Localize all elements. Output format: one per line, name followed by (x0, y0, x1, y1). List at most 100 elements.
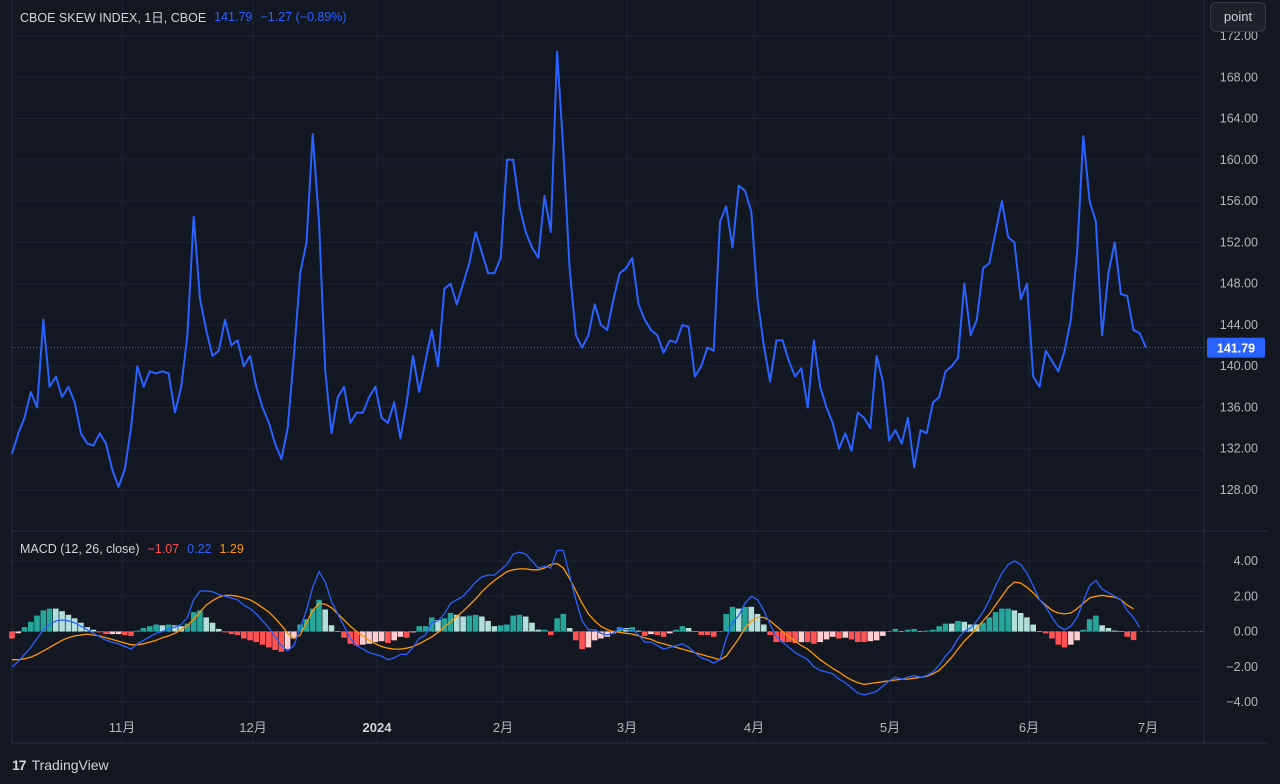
last-price-value: 141.79 (214, 9, 253, 24)
tradingview-logo-icon: 17 (12, 757, 27, 773)
macd-tick-label: −4.00 (1226, 695, 1258, 709)
macd-histogram-bar (366, 631, 372, 644)
macd-histogram-bar (892, 628, 899, 632)
macd-histogram-bar (504, 624, 510, 632)
macd-histogram-bar (1124, 631, 1130, 637)
macd-pane (9, 549, 1204, 696)
macd-histogram-bar (911, 628, 917, 632)
macd-histogram-bar (873, 631, 880, 641)
price-tick-label: 164.00 (1220, 112, 1258, 126)
macd-line (11, 549, 1141, 696)
macd-histogram-bar (522, 616, 529, 632)
macd-histogram-bar (309, 608, 316, 632)
macd-histogram-bar (811, 631, 817, 644)
macd-histogram-bar (247, 631, 253, 641)
macd-histogram-bar (1011, 610, 1018, 632)
time-tick-label: 3月 (617, 720, 637, 735)
brand-label: TradingView (31, 757, 109, 773)
macd-histogram-bar (842, 631, 849, 638)
macd-histogram-bar (159, 625, 166, 632)
macd-tick-label: 2.00 (1234, 589, 1258, 603)
macd-histogram-bar (96, 631, 103, 633)
symbol-title[interactable]: CBOE SKEW INDEX, 1日, CBOE (20, 11, 207, 25)
price-pane: 141.79 (11, 50, 1265, 488)
macd-histogram-bar (591, 631, 598, 641)
macd-tick-label: 4.00 (1234, 554, 1258, 568)
macd-histogram-bar (322, 609, 328, 632)
macd-histogram-bar (1042, 631, 1049, 634)
macd-histogram-bar (71, 618, 78, 632)
macd-histogram-bar (723, 613, 729, 632)
macd-histogram-bar (642, 631, 648, 636)
signal-line (12, 562, 1134, 686)
macd-histogram-bar (855, 631, 861, 643)
macd-histogram-bar (90, 629, 97, 632)
macd-histogram-bar (78, 622, 84, 632)
price-tick-label: 160.00 (1220, 153, 1258, 167)
macd-histogram-bar (140, 628, 147, 632)
macd-histogram-bar (823, 631, 830, 640)
macd-histogram-bar (516, 614, 523, 632)
macd-histogram-bar (1105, 628, 1112, 632)
macd-histogram-bar (215, 628, 222, 632)
macd-signal-value: 1.29 (219, 542, 244, 556)
macd-histogram-bar (284, 631, 291, 650)
macd-histogram-bar (1074, 631, 1080, 641)
macd-histogram-bar (548, 631, 554, 635)
time-tick-label: 2024 (363, 720, 393, 735)
macd-histogram-bar (122, 631, 128, 635)
macd-histogram-bar (604, 631, 610, 637)
macd-histogram-bar (241, 631, 247, 639)
macd-histogram-bar (1111, 630, 1118, 632)
time-axis: 11月 12月 2024 2月 3月 4月 5月 6月 7月 (109, 720, 1158, 735)
macd-histogram-bar (986, 617, 993, 632)
macd-histogram-bar (704, 631, 711, 635)
macd-histogram-bar (422, 626, 429, 632)
macd-histogram-bar (291, 631, 297, 639)
macd-histogram-bar (886, 631, 892, 632)
macd-histogram-bar (441, 618, 448, 632)
macd-histogram-bar (792, 631, 798, 643)
macd-histogram-bar (1017, 613, 1024, 632)
macd-histogram-bar (416, 626, 422, 632)
macd-histogram-bar (1024, 617, 1030, 632)
macd-histogram-bar (103, 631, 109, 635)
price-tick-label: 172.00 (1220, 29, 1258, 43)
macd-histogram-bar (410, 631, 416, 633)
macd-histogram-bar (930, 629, 936, 632)
macd-histogram-bar (1080, 629, 1087, 632)
brand[interactable]: 17 TradingView (12, 754, 109, 776)
macd-histogram-bar (134, 630, 141, 632)
macd-histogram-bar (923, 630, 930, 632)
price-tick-label: 136.00 (1220, 400, 1258, 414)
macd-histogram-bar (53, 608, 59, 632)
macd-histogram-bar (579, 631, 585, 650)
macd-histogram-bar (880, 631, 886, 636)
macd-histogram-bar (272, 631, 278, 650)
time-tick-label: 2月 (493, 720, 513, 735)
time-tick-label: 6月 (1019, 720, 1039, 735)
macd-histogram-bar (1061, 631, 1068, 648)
macd-title[interactable]: MACD (12, 26, close) (20, 542, 140, 556)
macd-histogram-bar (679, 626, 686, 632)
time-tick-label: 5月 (880, 720, 900, 735)
macd-histogram-bar (999, 608, 1005, 632)
point-button[interactable]: point (1210, 2, 1266, 32)
macd-histogram-bar (541, 629, 548, 632)
macd-histogram-bar (209, 622, 216, 632)
macd-histogram-bar (667, 631, 673, 634)
macd-histogram-bar (566, 628, 573, 632)
macd-histogram-bar (836, 631, 842, 639)
macd-histogram-bar (109, 631, 115, 635)
time-tick-label: 11月 (109, 720, 136, 735)
macd-histogram-bar (936, 626, 942, 632)
macd-histogram-bar (692, 631, 698, 632)
macd-histogram-bar (65, 614, 72, 632)
macd-histogram-bar (46, 608, 53, 632)
macd-histogram-bar (1055, 631, 1062, 645)
macd-histogram-bar (378, 631, 385, 642)
macd-histogram-bar (798, 631, 805, 643)
macd-histogram-bar (460, 616, 466, 632)
macd-histogram-bar (303, 619, 310, 632)
